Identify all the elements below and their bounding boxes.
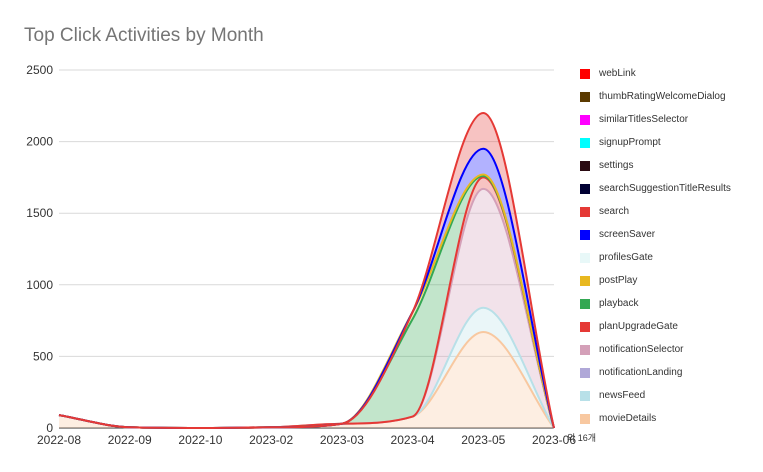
x-tick-label: 2023-03 [320, 433, 364, 447]
legend-label: newsFeed [599, 390, 646, 401]
area-movie-details [59, 332, 554, 428]
legend-label: webLink [599, 68, 636, 79]
x-tick-label: 2022-09 [108, 433, 152, 447]
legend-label: notificationLanding [599, 367, 683, 378]
area-playback [59, 175, 554, 428]
gridlines [59, 69, 554, 429]
x-tick-label: 2023-04 [391, 433, 435, 447]
legend-swatch [580, 229, 590, 240]
legend-item-settings[interactable]: settings [580, 154, 763, 177]
legend-swatch [580, 114, 590, 125]
x-tick-label: 2023-02 [249, 433, 293, 447]
legend-swatch [580, 298, 590, 309]
legend-label: playback [599, 298, 639, 309]
legend-label: planUpgradeGate [599, 321, 678, 332]
axis-labels: 0 500 1000 1500 2000 2500 2022-08 2022-09 2022-1… [26, 63, 576, 447]
legend-swatch [580, 183, 590, 194]
legend-label: thumbRatingWelcomeDialog [599, 91, 726, 102]
legend-item-notification-landing[interactable]: notificationLanding [580, 361, 763, 384]
legend-item-search[interactable]: search [580, 200, 763, 223]
legend-label: similarTitlesSelector [599, 114, 689, 125]
legend-label: search [599, 206, 630, 217]
y-tick-label: 1000 [26, 278, 53, 292]
legend-swatch [580, 68, 590, 79]
legend-item-profiles-gate[interactable]: profilesGate [580, 246, 763, 269]
x-tick-label: 2023-06 [532, 433, 576, 447]
legend-item-plan-upgrade-gate[interactable]: planUpgradeGate [580, 315, 763, 338]
legend-label: movieDetails [599, 413, 657, 424]
x-tick-label: 2022-10 [178, 433, 222, 447]
y-tick-label: 1500 [26, 206, 53, 220]
legend-item-web-link[interactable]: webLink [580, 62, 763, 85]
legend-swatch [580, 160, 590, 171]
legend-item-playback[interactable]: playback [580, 292, 763, 315]
legend-swatch [580, 252, 590, 263]
legend-label: screenSaver [599, 229, 656, 240]
legend-swatch [580, 413, 590, 424]
legend-item-screen-saver[interactable]: screenSaver [580, 223, 763, 246]
legend-swatch [580, 275, 590, 286]
legend-swatch [580, 91, 590, 102]
x-tick-label: 2023-05 [461, 433, 505, 447]
legend: webLink thumbRatingWelcomeDialog similarTi… [580, 62, 763, 430]
legend-swatch [580, 206, 590, 217]
legend-swatch [580, 390, 590, 401]
x-tick-label: 2022-08 [37, 433, 81, 447]
legend-item-movie-details[interactable]: movieDetails [580, 407, 763, 430]
y-tick-label: 500 [33, 349, 53, 363]
y-tick-label: 2500 [26, 63, 53, 77]
legend-item-notification-selector[interactable]: notificationSelector [580, 338, 763, 361]
legend-label: signupPrompt [599, 137, 661, 148]
y-tick-label: 2000 [26, 135, 53, 149]
legend-swatch [580, 367, 590, 378]
legend-label: profilesGate [599, 252, 653, 263]
legend-label: postPlay [599, 275, 638, 286]
legend-label: settings [599, 160, 634, 171]
y-tick-label: 0 [46, 421, 53, 435]
series-lines [58, 111, 555, 430]
area-notification-selector [59, 188, 554, 428]
legend-item-similar-titles-selector[interactable]: similarTitlesSelector [580, 108, 763, 131]
legend-item-signup-prompt[interactable]: signupPrompt [580, 131, 763, 154]
legend-label: searchSuggestionTitleResults [599, 183, 731, 194]
legend-item-post-play[interactable]: postPlay [580, 269, 763, 292]
legend-item-thumb-rating-welcome-dialog[interactable]: thumbRatingWelcomeDialog [580, 85, 763, 108]
chart-title: Top Click Activities by Month [24, 25, 264, 46]
legend-item-news-feed[interactable]: newsFeed [580, 384, 763, 407]
series-areas [59, 112, 554, 429]
legend-swatch [580, 137, 590, 148]
legend-item-search-suggestion-title-results[interactable]: searchSuggestionTitleResults [580, 177, 763, 200]
legend-swatch [580, 321, 590, 332]
legend-more-label[interactable]: 외 16개 [567, 433, 597, 443]
legend-label: notificationSelector [599, 344, 684, 355]
line-search [58, 111, 555, 430]
legend-swatch [580, 344, 590, 355]
